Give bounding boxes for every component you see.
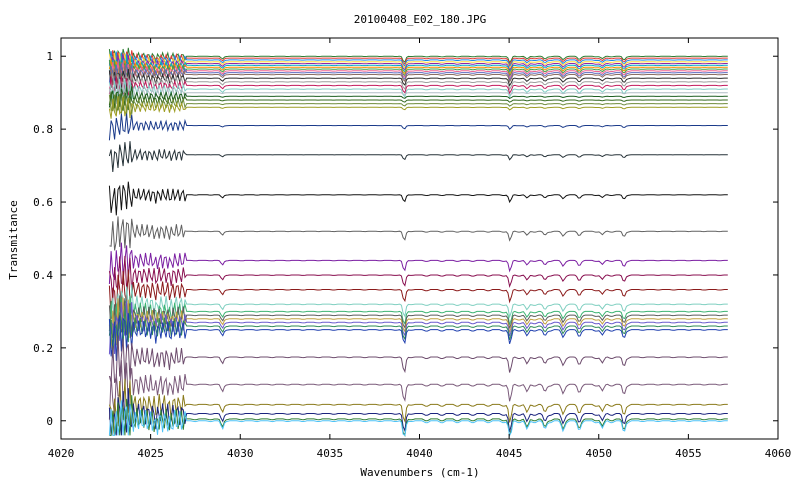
spectrum-line bbox=[108, 58, 728, 77]
spectrum-line bbox=[108, 141, 728, 173]
spectrum-line bbox=[108, 60, 728, 79]
y-axis-label: Transmitance bbox=[7, 200, 20, 279]
x-tick-label: 4050 bbox=[586, 447, 613, 460]
y-tick-label: 0.8 bbox=[33, 123, 53, 136]
spectrum-line bbox=[108, 47, 728, 66]
spectrum-line bbox=[108, 85, 728, 109]
y-tick-label: 1 bbox=[46, 50, 53, 63]
y-tick-label: 0.6 bbox=[33, 196, 53, 209]
spectrum-line bbox=[108, 378, 728, 436]
spectrum-line bbox=[108, 69, 728, 89]
spectrum-line bbox=[108, 388, 728, 436]
spectrum-line bbox=[109, 395, 728, 437]
spectrum-line bbox=[108, 242, 728, 285]
spectrum-line bbox=[108, 93, 728, 115]
spectrum-line bbox=[108, 335, 728, 384]
spectrum-line bbox=[108, 400, 728, 437]
spectrum-line bbox=[108, 82, 728, 105]
x-tick-label: 4040 bbox=[406, 447, 433, 460]
spectrum-line bbox=[108, 269, 728, 319]
x-axis: 4020 4025 4030 4035 4040 4045 4050 4055 4060 bbox=[48, 38, 792, 460]
spectrum-line bbox=[109, 64, 728, 85]
spectrum-line bbox=[108, 284, 728, 335]
spectrum-line bbox=[108, 50, 728, 68]
y-tick-label: 0 bbox=[46, 415, 53, 428]
y-axis: 0 0.2 0.4 0.6 0.8 1 bbox=[33, 50, 778, 428]
y-tick-label: 0.2 bbox=[33, 342, 53, 355]
spectrum-line bbox=[108, 54, 728, 73]
x-tick-label: 4035 bbox=[317, 447, 344, 460]
x-tick-label: 4045 bbox=[496, 447, 523, 460]
spectrum-line bbox=[108, 295, 728, 337]
spectrum-line bbox=[108, 96, 728, 119]
spectrum-line bbox=[108, 360, 728, 420]
spectrum-line bbox=[108, 76, 728, 96]
x-tick-label: 4030 bbox=[227, 447, 254, 460]
y-tick-label: 0.4 bbox=[33, 269, 53, 282]
spectrum-line bbox=[108, 304, 728, 358]
spectrum-line bbox=[108, 312, 728, 361]
spectrum-line bbox=[109, 216, 728, 251]
spectrum-line bbox=[108, 51, 728, 69]
x-tick-label: 4025 bbox=[137, 447, 164, 460]
series-layer bbox=[108, 47, 728, 437]
x-tick-label: 4020 bbox=[48, 447, 75, 460]
x-tick-label: 4060 bbox=[765, 447, 792, 460]
spectrum-line bbox=[108, 61, 728, 81]
x-axis-label: Wavenumbers (cm-1) bbox=[360, 466, 479, 479]
spectrum-line bbox=[108, 63, 728, 83]
spectrum-line bbox=[108, 295, 728, 339]
spectrum-line bbox=[108, 56, 728, 75]
spectrum-line bbox=[108, 255, 728, 302]
spectrum-line bbox=[108, 90, 728, 111]
spectrum-line bbox=[108, 113, 728, 141]
spectrum-line bbox=[108, 52, 728, 71]
spectrum-line bbox=[108, 73, 728, 92]
x-tick-label: 4055 bbox=[675, 447, 702, 460]
chart-title: 20100408_E02_180.JPG bbox=[354, 13, 486, 26]
spectrum-line bbox=[108, 300, 728, 355]
spectrum-line bbox=[108, 297, 728, 349]
spectrum-line bbox=[108, 181, 728, 216]
